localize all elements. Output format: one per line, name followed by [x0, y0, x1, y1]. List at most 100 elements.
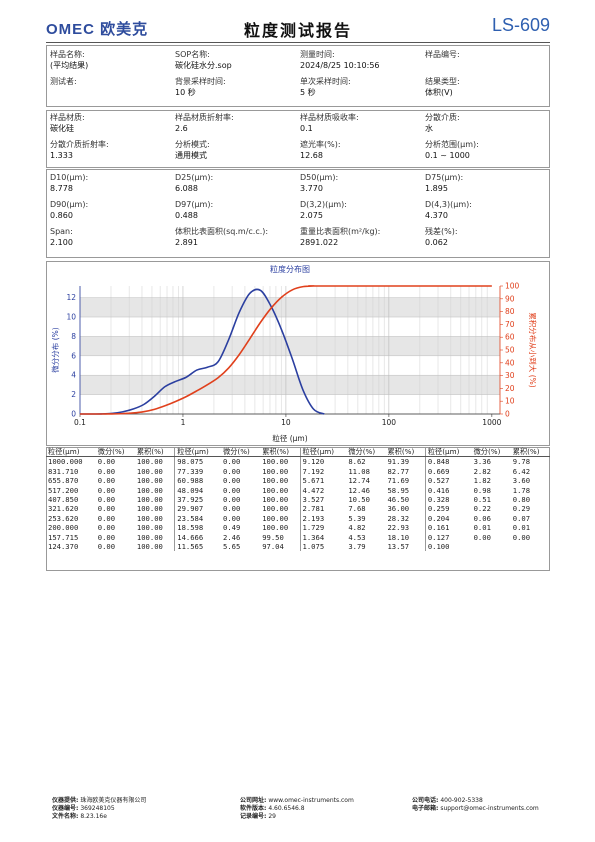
table-cell: 98.075	[174, 456, 222, 467]
info1-value: 2024/8/25 10:10:56	[300, 61, 380, 70]
table-cell: 0.127	[424, 532, 472, 543]
table-header-row: 粒径(μm) 微分(%) 累积(%) 粒径(μm) 微分(%) 累积(%) 粒径(μm) 微分…	[46, 447, 550, 458]
table-cell: 100.00	[136, 485, 163, 495]
table-cell: 100.00	[262, 513, 289, 523]
info2-label: 样品材质吸收率:	[300, 113, 359, 122]
table-row: 157.715 0.00 100.00 14.666 2.46 99.50 1.364 4.5…	[46, 532, 550, 543]
table-cell: 517.200	[48, 485, 79, 495]
table-cell: 0.328	[424, 495, 472, 505]
footer-label: 仪器编号:	[52, 805, 79, 812]
left-tick-label: 6	[71, 351, 76, 360]
table-cell: 37.925	[174, 495, 222, 505]
table-cell: 1.364	[299, 532, 347, 543]
table-cell: 0.416	[424, 485, 472, 496]
footer-line: 软件版本: 4.60.6546.8	[240, 805, 354, 813]
info2-label: 分析模式:	[175, 140, 210, 149]
table-cell: 0.00	[97, 466, 116, 476]
table-cell: 0.00	[223, 495, 241, 505]
table-cell: 100.00	[262, 504, 289, 514]
column-header: 累积(%)	[260, 447, 301, 458]
info3-label: D90(μm):	[50, 200, 89, 209]
table-cell: 10.50	[348, 495, 370, 505]
table-cell	[511, 542, 550, 551]
table-cell: 11.08	[348, 466, 370, 476]
table-row: 407.850 0.00 100.00 37.925 0.00 100.00 3.527 10…	[46, 495, 550, 505]
table-cell: 0.527	[424, 476, 472, 486]
table-cell: 0.00	[223, 504, 241, 514]
footer-label: 公司电话:	[412, 797, 439, 804]
column-header: 粒径(μm)	[424, 447, 472, 458]
table-row: 517.200 0.00 100.00 48.094 0.00 100.00 4.472 12…	[46, 485, 550, 496]
info3-label: D10(μm):	[50, 173, 89, 182]
info1-label: 测试者:	[50, 77, 77, 86]
x-tick-label: 1000	[482, 418, 501, 427]
info3-value: 0.860	[50, 211, 73, 220]
table-cell: 0.100	[424, 542, 472, 552]
table-cell: 0.00	[97, 532, 116, 542]
right-tick-label: 0	[505, 410, 510, 419]
table-cell: 157.715	[48, 532, 79, 542]
info3-label: D97(μm):	[175, 200, 214, 209]
table-cell: 0.00	[512, 532, 531, 542]
table-cell: 100.00	[136, 466, 163, 476]
info1-label: 测量时间:	[300, 50, 335, 59]
table-cell: 23.584	[174, 513, 222, 524]
column-header: 累积(%)	[385, 447, 426, 458]
table-cell: 0.00	[97, 476, 116, 486]
report-title: 粒度测试报告	[243, 21, 352, 40]
table-cell: 407.850	[48, 495, 79, 505]
footer-instrument: 仪器提供: 珠海欧美克仪器有限公司 仪器编号: 369248105 文件名称: 8.…	[52, 797, 146, 821]
left-tick-label: 2	[71, 390, 76, 399]
table-cell: 0.00	[223, 513, 241, 523]
table-cell: 77.339	[174, 466, 222, 477]
footer-value[interactable]: www.omec-instruments.com	[266, 797, 354, 804]
table-cell	[472, 542, 511, 551]
table-row: 655.870 0.00 100.00 60.988 0.00 100.00 5.671 12…	[46, 476, 550, 486]
table-cell: 0.07	[512, 513, 531, 523]
right-tick-label: 60	[505, 333, 515, 342]
footer-software: 公司网址: www.omec-instruments.com 软件版本: 4.60…	[240, 797, 354, 821]
footer-label: 电子邮箱:	[412, 805, 439, 812]
info3-label: D50(μm):	[300, 173, 339, 182]
info1-label: 样品名称:	[50, 50, 85, 59]
info1-value: 5 秒	[300, 88, 316, 97]
result-stats-box	[46, 169, 550, 258]
table-cell: 5.671	[299, 476, 347, 486]
table-cell: 22.93	[387, 523, 410, 533]
footer-value: 珠海欧美克仪器有限公司	[78, 797, 147, 804]
footer-line: 记录编号: 29	[240, 813, 354, 821]
info2-value: 1.333	[50, 151, 73, 160]
column-header: 微分(%)	[221, 447, 261, 458]
differential-curve	[79, 288, 325, 415]
table-cell: 0.49	[223, 523, 241, 533]
table-cell: 9.78	[512, 457, 531, 467]
right-tick-label: 10	[505, 397, 515, 406]
footer-line: 仪器编号: 369248105	[52, 805, 146, 813]
x-tick-label: 0.1	[74, 418, 86, 427]
right-tick-label: 80	[505, 307, 515, 316]
table-cell: 100.00	[262, 485, 289, 495]
table-cell: 1.82	[473, 476, 491, 486]
info1-label: 单次采样时间:	[300, 77, 351, 86]
table-cell: 1000.000	[48, 457, 83, 467]
table-cell: 14.666	[174, 532, 222, 543]
info1-label: SOP名称:	[175, 50, 210, 59]
info3-label: D(4,3)(μm):	[425, 200, 472, 209]
info1-label: 背景采样时间:	[175, 77, 226, 86]
info2-value: 碳化硅	[50, 124, 74, 133]
column-header: 微分(%)	[95, 447, 135, 458]
table-cell: 0.00	[97, 457, 116, 467]
table-row: 124.370 0.00 100.00 11.565 5.65 97.04 1.075 3.7…	[46, 542, 550, 552]
table-cell: 0.01	[473, 523, 491, 533]
left-tick-label: 0	[71, 410, 76, 419]
table-cell: 1.78	[512, 485, 531, 495]
table-cell: 48.094	[174, 485, 222, 496]
right-tick-label: 30	[505, 371, 515, 380]
table-cell: 3.36	[473, 457, 491, 467]
header-divider	[46, 42, 550, 43]
right-tick-label: 70	[505, 320, 515, 329]
sample-info-box	[46, 45, 550, 107]
info3-label: 残差(%):	[425, 227, 458, 236]
info2-label: 样品材质:	[50, 113, 85, 122]
left-tick-label: 12	[66, 293, 76, 302]
